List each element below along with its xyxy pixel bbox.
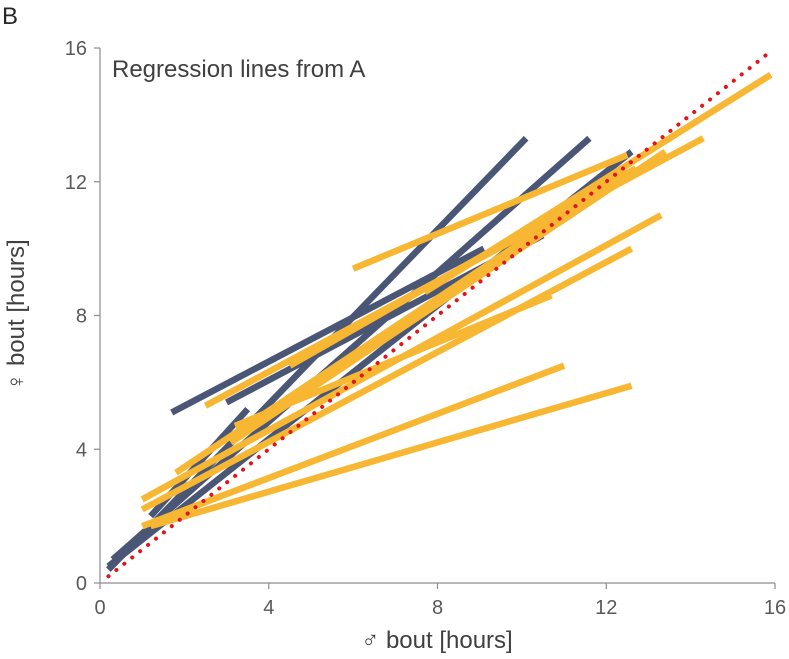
x-tick-label: 4 (263, 597, 274, 619)
y-tick-label: 12 (65, 172, 87, 194)
y-tick-label: 4 (76, 439, 87, 461)
regression-line-orange-15 (233, 292, 553, 429)
series-layer (106, 49, 773, 579)
chart-annotation: Regression lines from A (112, 56, 365, 83)
regression-line-orange-7 (351, 151, 629, 272)
y-tick-label: 8 (76, 306, 87, 328)
x-axis-title: ♂ bout [hours] (361, 627, 512, 654)
plot-area: 0 4 8 12 16 0 4 8 12 16 (65, 38, 786, 619)
x-tick-label: 16 (764, 597, 786, 619)
identity-line (106, 49, 773, 579)
x-tick-label: 0 (94, 597, 105, 619)
panel-label: B (2, 3, 18, 30)
regression-line-orange-14 (140, 245, 634, 513)
y-tick-label: 16 (65, 38, 87, 60)
x-tick-label: 8 (432, 597, 443, 619)
ticks-layer: 0 4 8 12 16 0 4 8 12 16 (65, 38, 786, 619)
y-axis-title: ♀ bout [hours] (3, 239, 30, 390)
x-tick-label: 12 (595, 597, 617, 619)
regression-line-dark-4 (170, 245, 486, 416)
y-tick-label: 0 (76, 573, 87, 595)
regression-line-orange-16 (141, 362, 566, 530)
regression-line-orange-17 (149, 382, 633, 530)
regression-line-dark-2 (110, 135, 592, 563)
